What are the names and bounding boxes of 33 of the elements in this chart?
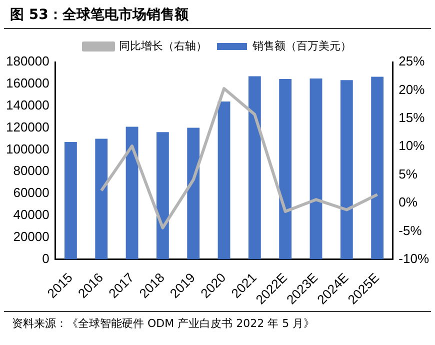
bar bbox=[126, 126, 138, 260]
bar bbox=[310, 78, 322, 260]
y2-tick-label: 15% bbox=[398, 110, 426, 125]
y2-tick-label: 0% bbox=[398, 194, 418, 210]
y2-tick-label: 20% bbox=[398, 82, 426, 97]
y-tick-label: 180000 bbox=[6, 54, 50, 69]
y-tick-label: 80000 bbox=[13, 163, 50, 178]
y-tick-label: 0 bbox=[42, 250, 50, 266]
y-tick-label: 140000 bbox=[6, 97, 50, 112]
y2-tick-label: 5% bbox=[398, 166, 418, 182]
legend-label: 销售额（百万美元） bbox=[252, 39, 352, 52]
y-tick-label: 60000 bbox=[13, 185, 50, 200]
y2-tick-label: 10% bbox=[398, 138, 426, 154]
bar bbox=[248, 76, 261, 260]
bar bbox=[371, 76, 384, 260]
y2-tick-label: -10% bbox=[398, 250, 430, 266]
y2-tick-label: -5% bbox=[398, 222, 422, 238]
bar bbox=[95, 138, 108, 260]
y-tick-label: 120000 bbox=[6, 119, 50, 134]
bar bbox=[218, 101, 230, 260]
bar bbox=[64, 142, 77, 260]
y2-tick-label: 25% bbox=[398, 54, 426, 69]
bar bbox=[340, 80, 353, 260]
chart-title: 图 53：全球笔电市场销售额 bbox=[4, 0, 431, 29]
bar bbox=[187, 128, 200, 260]
text: 资料来源：《全球智能硬件 ODM 产业白皮书 2022 年 5 月》 bbox=[4, 311, 431, 335]
y-tick-label: 40000 bbox=[13, 207, 50, 222]
y-tick-label: 20000 bbox=[13, 229, 50, 244]
y-tick-label: 160000 bbox=[6, 76, 50, 91]
legend-label: 同比增长（右轴） bbox=[119, 39, 207, 52]
bar bbox=[279, 79, 292, 260]
bar bbox=[156, 132, 169, 260]
y-tick-label: 100000 bbox=[6, 141, 50, 156]
